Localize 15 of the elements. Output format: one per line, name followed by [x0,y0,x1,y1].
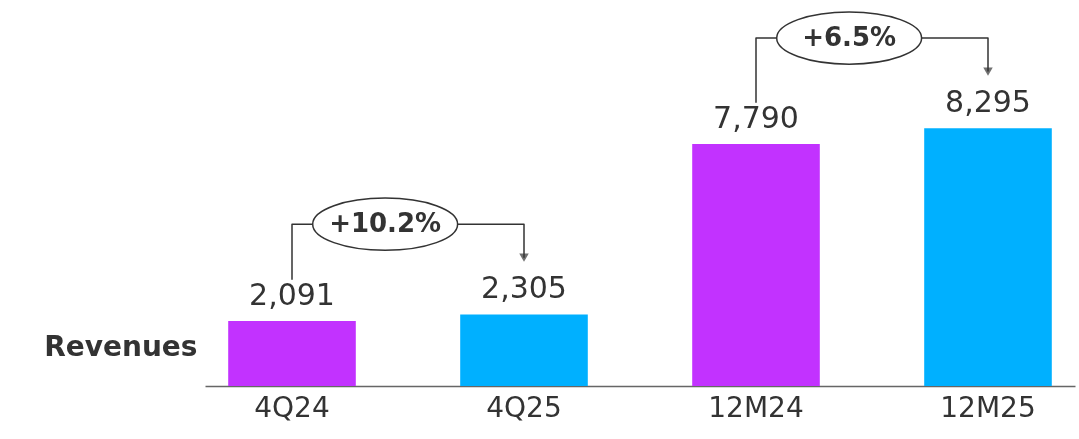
y-axis-title: Revenues [44,329,198,363]
text: +6.5% [802,22,897,53]
annotation: +10.2% [329,208,442,239]
x-tick-label: 4Q25 [486,390,562,424]
data-label: 2,091 [249,277,335,313]
bar [692,143,820,386]
x-tick-label: 4Q24 [254,390,330,424]
data-label: 8,295 [945,84,1031,120]
x-tick-label: 12M25 [940,390,1036,424]
bar [228,321,356,386]
bar [924,128,1052,386]
bar [460,314,588,386]
data-label: 2,305 [481,270,567,306]
x-tick-label: 12M24 [708,390,804,424]
data-label: 7,790 [713,99,799,135]
